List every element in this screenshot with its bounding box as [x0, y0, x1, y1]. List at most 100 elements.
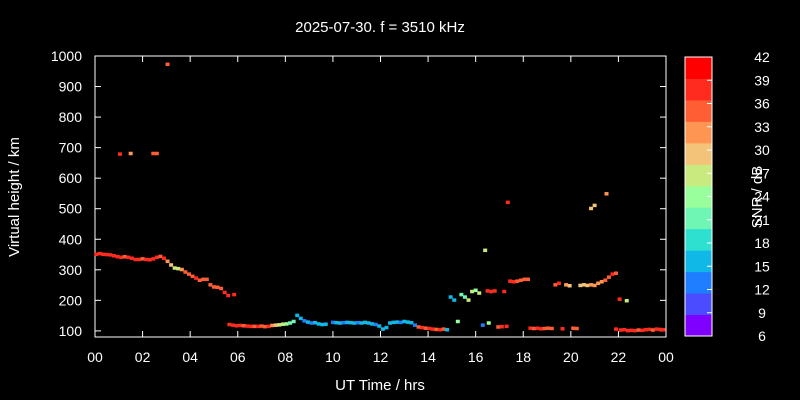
data-point — [97, 251, 102, 256]
data-point — [636, 328, 641, 332]
data-point — [266, 324, 271, 329]
data-point — [585, 283, 590, 288]
data-point — [252, 324, 257, 329]
data-point — [480, 323, 485, 327]
data-point — [650, 328, 655, 332]
data-point — [370, 322, 375, 326]
data-point — [477, 291, 482, 295]
colorbar-tick-label: 24 — [754, 189, 770, 205]
data-point — [473, 288, 478, 293]
x-axis: 00 02 04 06 08 10 12 14 16 18 20 22 00 — [87, 56, 674, 365]
data-point — [423, 326, 428, 330]
x-tick-label: 02 — [135, 349, 151, 365]
data-point — [259, 324, 264, 328]
colorbar-tick-label: 6 — [758, 328, 766, 344]
x-tick-label: 18 — [515, 349, 531, 365]
data-point — [486, 321, 491, 325]
data-point — [462, 295, 467, 299]
data-point — [165, 62, 170, 67]
colorbar-tick-label: 42 — [754, 49, 770, 65]
data-point — [654, 327, 659, 331]
data-point — [161, 256, 166, 261]
data-point — [416, 325, 421, 329]
data-point — [234, 324, 239, 328]
data-point — [176, 266, 181, 271]
data-point — [241, 324, 246, 328]
data-point — [165, 259, 170, 264]
data-point — [515, 279, 520, 283]
data-point — [448, 295, 453, 299]
data-point — [94, 252, 99, 257]
data-point — [348, 320, 353, 325]
data-point — [504, 324, 509, 329]
data-point — [578, 283, 583, 288]
data-point — [564, 283, 569, 287]
x-tick-label: 22 — [611, 349, 627, 365]
x-tick-label: 04 — [182, 349, 198, 365]
y-tick-label: 700 — [59, 140, 83, 156]
data-point — [625, 328, 630, 333]
data-point — [316, 322, 321, 326]
y-tick-label: 900 — [59, 79, 83, 95]
data-point — [330, 320, 335, 325]
data-point — [571, 326, 576, 330]
data-point — [470, 289, 475, 294]
data-point — [119, 255, 124, 260]
x-tick-label: 20 — [563, 349, 579, 365]
data-point — [596, 281, 601, 286]
data-point — [412, 323, 417, 327]
data-point — [201, 277, 206, 282]
data-point — [248, 324, 253, 329]
data-point — [518, 278, 523, 282]
data-point — [273, 323, 278, 327]
data-point — [603, 278, 608, 282]
colorbar-tick-label: 15 — [754, 258, 770, 274]
x-tick-label: 06 — [230, 349, 246, 365]
data-point — [398, 320, 403, 325]
data-point — [617, 297, 622, 301]
data-point — [502, 289, 507, 294]
colorbar-segment — [685, 250, 712, 273]
data-point — [622, 327, 627, 332]
data-point — [610, 272, 615, 276]
data-point — [434, 327, 439, 332]
data-point — [238, 323, 243, 328]
data-point — [270, 323, 275, 328]
data-point — [556, 281, 561, 286]
data-point — [115, 254, 120, 259]
data-point — [445, 327, 450, 332]
data-point — [284, 322, 289, 326]
data-point — [574, 326, 579, 331]
data-point — [232, 292, 237, 297]
data-point — [126, 255, 131, 260]
colorbar-tick-label: 21 — [754, 212, 770, 228]
data-point — [211, 285, 216, 289]
data-point — [624, 298, 629, 303]
data-point — [489, 289, 494, 294]
data-point — [599, 280, 604, 284]
data-point — [531, 326, 536, 331]
colorbar-segment — [685, 293, 712, 316]
data-point — [186, 272, 191, 276]
colorbar-segment — [685, 185, 712, 208]
data-point — [263, 324, 268, 329]
data-points — [94, 62, 666, 333]
data-point — [526, 277, 531, 282]
data-point — [277, 323, 282, 327]
data-point — [592, 203, 597, 208]
data-point — [377, 324, 382, 328]
colorbar-segment — [685, 228, 712, 251]
data-point — [280, 322, 285, 326]
data-point — [169, 263, 174, 267]
data-point — [172, 266, 177, 270]
data-point — [388, 321, 393, 325]
snr-colorbar: 6 9 12 15 18 21 24 27 30 33 36 39 42 — [684, 49, 770, 344]
data-point — [466, 298, 471, 302]
data-point — [204, 277, 209, 282]
data-point — [366, 321, 371, 325]
data-point — [309, 321, 314, 325]
data-point — [323, 322, 328, 326]
data-point — [334, 320, 339, 325]
